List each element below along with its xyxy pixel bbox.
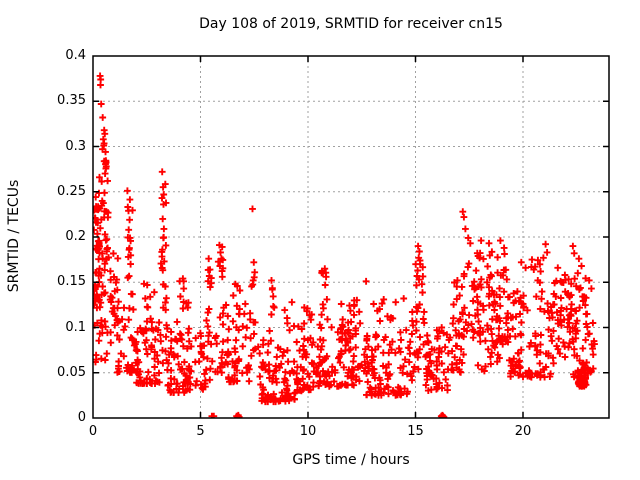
x-tick-label: 5	[196, 424, 205, 439]
y-tick-label: 0.25	[57, 183, 86, 199]
y-tick-label: 0.35	[57, 93, 86, 109]
plot-border	[92, 55, 610, 419]
x-tick-label: 0	[88, 424, 98, 439]
y-tick-label: 0.3	[65, 138, 86, 154]
y-tick-label: 0	[77, 410, 86, 425]
y-tick-label: 0.2	[65, 229, 86, 244]
data-points-srmtid	[92, 72, 598, 419]
y-tick-label: 0.05	[57, 364, 86, 380]
x-tick-label: 10	[299, 424, 317, 439]
y-tick-label: 0.15	[57, 274, 86, 290]
chart-title: Day 108 of 2019, SRMTID for receiver cn1…	[199, 16, 503, 32]
x-tick-label: 20	[514, 424, 532, 439]
x-tick-label: 15	[407, 424, 424, 439]
y-tick-label: 0.1	[65, 319, 86, 335]
gridlines	[93, 56, 609, 418]
x-axis-title: GPS time / hours	[292, 452, 410, 468]
y-tick-label: 0.4	[65, 48, 86, 63]
